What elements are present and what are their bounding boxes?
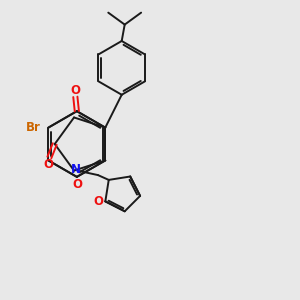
Text: O: O — [70, 84, 80, 97]
Text: O: O — [44, 158, 54, 170]
Text: Br: Br — [26, 121, 40, 134]
Text: O: O — [72, 178, 82, 191]
Text: O: O — [94, 196, 104, 208]
Text: N: N — [70, 163, 80, 176]
